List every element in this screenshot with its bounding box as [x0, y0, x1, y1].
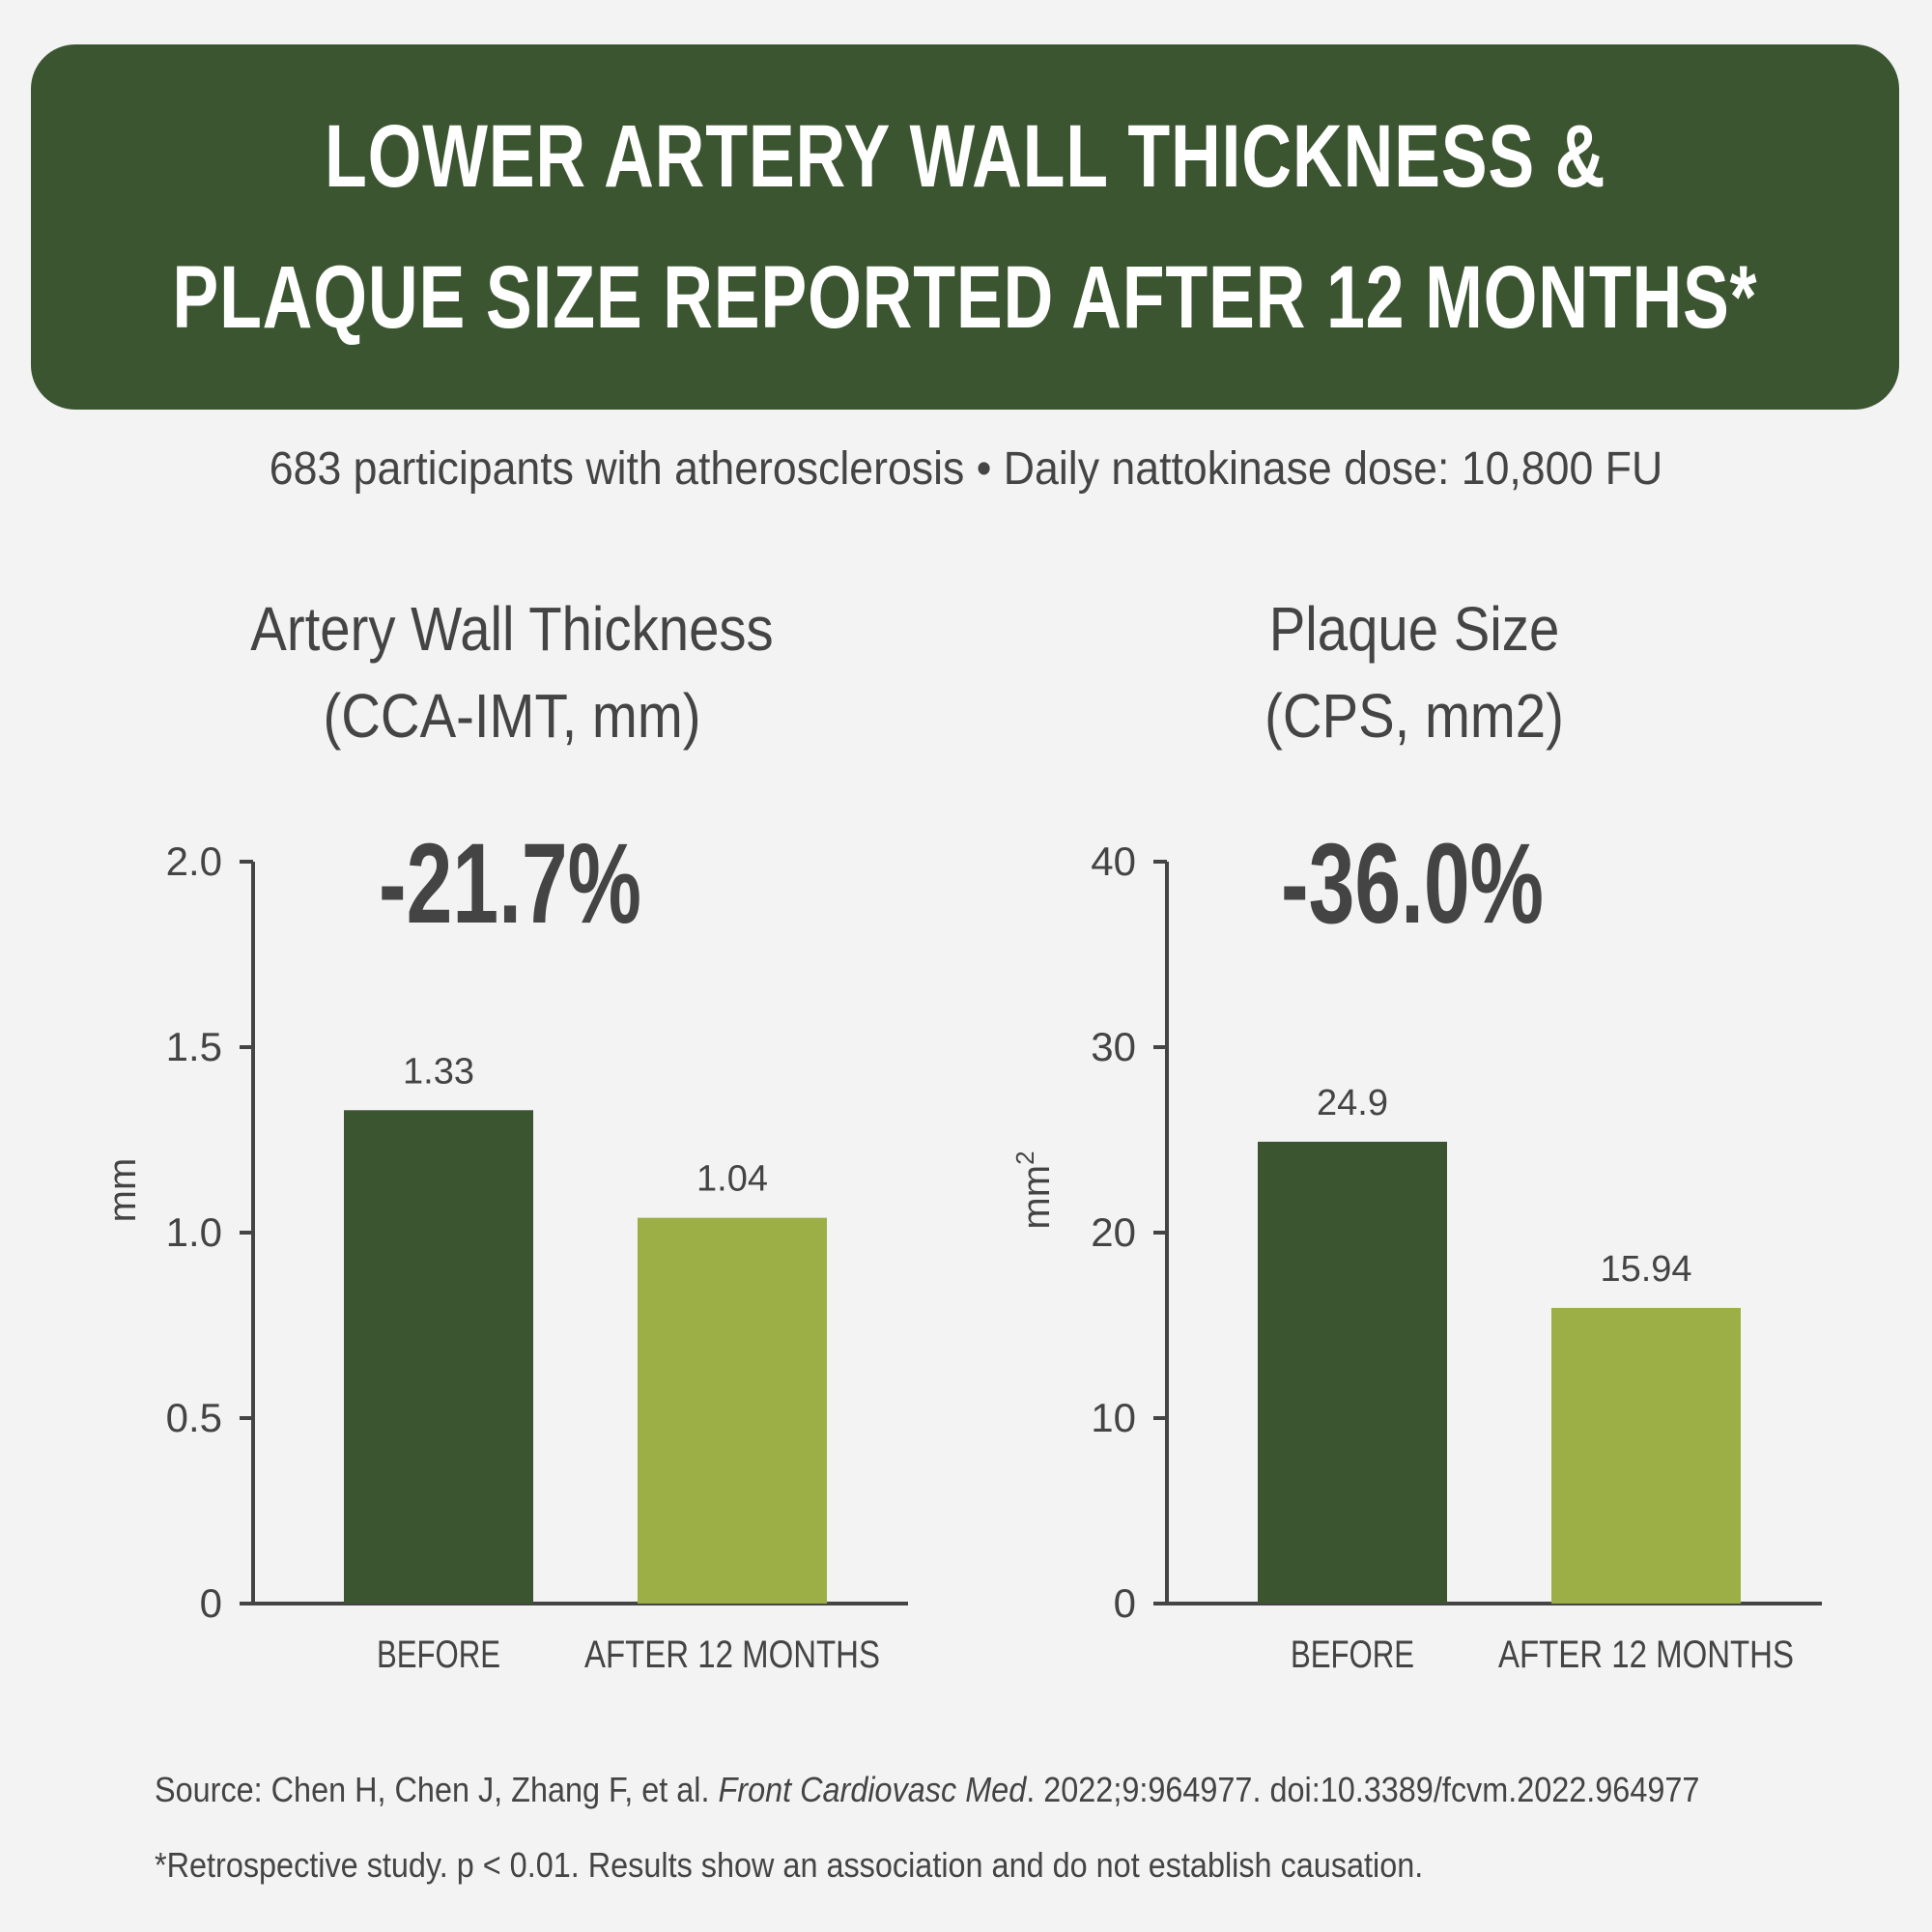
y-tick-label: 0 — [200, 1580, 222, 1626]
source-citation: Source: Chen H, Chen J, Zhang F, et al. … — [155, 1770, 1699, 1810]
charts-canvas: 0 0.5 1.0 1.5 2.0 mm 1.33 BEFORE 1.04 AFTER 12 MO… — [101, 820, 1822, 1676]
y-tick-label: 0.5 — [166, 1395, 222, 1440]
bar-after — [1551, 1307, 1741, 1604]
y-tick-label: 20 — [1091, 1209, 1136, 1255]
y-axis-label-superscript: 2 — [1010, 1151, 1039, 1164]
y-tick-label: 2.0 — [166, 838, 222, 884]
x-category-label: AFTER 12 MONTHS — [1498, 1634, 1794, 1676]
y-axis-label: mm — [101, 1158, 144, 1223]
chart-2-title-line-1: Plaque Size — [1268, 594, 1560, 664]
header-title-line-2: PLAQUE SIZE REPORTED AFTER 12 MONTHS* — [172, 248, 1758, 347]
x-category-label: AFTER 12 MONTHS — [584, 1634, 880, 1676]
bar-value-label: 1.04 — [696, 1159, 768, 1200]
y-tick-label: 1.5 — [166, 1024, 222, 1069]
header-banner: LOWER ARTERY WALL THICKNESS & PLAQUE SIZ… — [31, 44, 1899, 410]
source-journal: Front Cardiovasc Med — [718, 1770, 1027, 1809]
y-tick-label: 40 — [1091, 838, 1136, 884]
chart-1-title-line-1: Artery Wall Thickness — [250, 594, 774, 664]
chart-artery-wall-thickness: 0 0.5 1.0 1.5 2.0 mm 1.33 BEFORE 1.04 AFTER 12 MO… — [101, 820, 908, 1676]
y-tick-label: 0 — [1114, 1580, 1136, 1626]
chart-1-title-line-2: (CCA-IMT, mm) — [323, 681, 701, 751]
chart-2-title: Plaque Size (CPS, mm2) — [1117, 585, 1712, 759]
study-subtitle: 683 participants with atherosclerosis • … — [269, 443, 1663, 495]
bar-after — [638, 1217, 827, 1604]
source-prefix: Source: Chen H, Chen J, Zhang F, et al. — [155, 1770, 719, 1809]
y-tick-label: 1.0 — [166, 1209, 222, 1255]
y-tick-label: 30 — [1091, 1024, 1136, 1069]
chart-plaque-size: 0 10 20 30 40 mm2 24.9 BEFORE 15.94 AFTER 12 MONT… — [1010, 820, 1822, 1676]
percent-change-label: -36.0% — [1281, 820, 1544, 948]
bar-value-label: 15.94 — [1600, 1249, 1691, 1290]
study-note: *Retrospective study. p < 0.01. Results … — [155, 1845, 1424, 1885]
header-title-line-1: LOWER ARTERY WALL THICKNESS & — [324, 107, 1606, 206]
percent-change-label: -21.7% — [379, 820, 641, 948]
y-axis-label: mm2 — [1010, 1151, 1058, 1229]
x-category-label: BEFORE — [1291, 1634, 1414, 1676]
chart-1-title: Artery Wall Thickness (CCA-IMT, mm) — [214, 585, 810, 759]
source-suffix: . 2022;9:964977. doi:10.3389/fcvm.2022.9… — [1026, 1770, 1700, 1809]
bar-before — [344, 1110, 533, 1604]
chart-2-title-line-2: (CPS, mm2) — [1264, 681, 1564, 751]
bar-value-label: 24.9 — [1317, 1083, 1388, 1123]
x-category-label: BEFORE — [377, 1634, 500, 1676]
bar-value-label: 1.33 — [403, 1051, 474, 1092]
bar-before — [1258, 1141, 1447, 1604]
y-tick-label: 10 — [1091, 1395, 1136, 1440]
